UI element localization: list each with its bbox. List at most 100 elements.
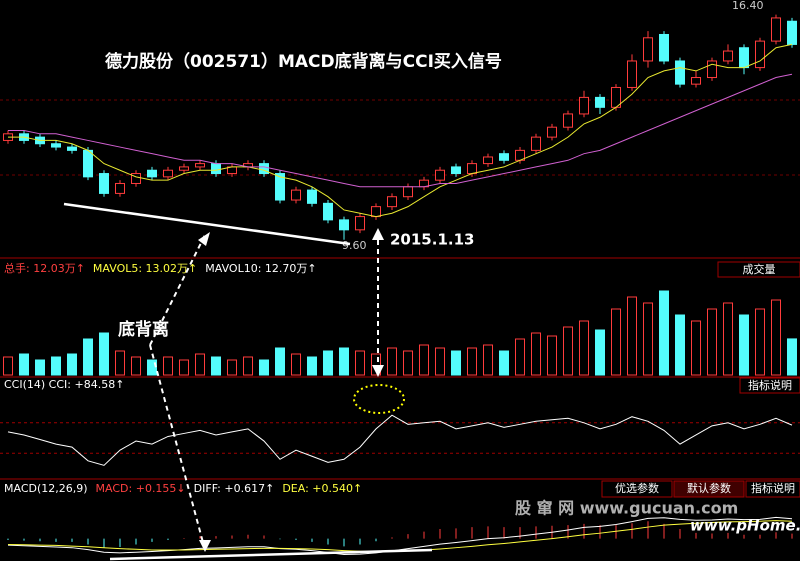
candle-body [739,47,749,69]
volume-bar [51,356,61,376]
annotation-shape [353,384,405,414]
candle-body [371,206,381,218]
volume-bar [323,350,333,376]
panel-button: 成交量 [743,262,776,276]
volume-bar [451,350,461,376]
divergence-label: 底背离 [118,319,169,340]
candle-body [675,60,685,85]
volume-bar [483,344,493,376]
annotation-shape [372,365,384,377]
panel-header: MACD: +0.155↓ [96,482,186,495]
panel-header: MAVOL10: 12.70万↑ [205,262,316,275]
volume-bar [659,290,669,376]
candle-body [467,163,477,175]
volume-bar [307,356,317,376]
volume-bar [371,353,381,376]
candle-body [691,77,701,85]
volume-bar [195,353,205,376]
volume-bar [611,308,621,376]
volume-bar [227,359,237,376]
candle-body [195,163,205,168]
volume-bar [339,347,349,376]
candle-body [563,113,573,128]
panel-header: DEA: +0.540↑ [282,482,362,495]
candle-body [147,169,157,178]
line [8,43,793,218]
date-label: 2015.1.13 [390,231,474,249]
volume-bar [275,347,285,376]
panel-frames [0,99,800,498]
candle-body [275,173,285,201]
volume-bar [627,296,637,376]
candle-body [595,96,605,108]
candle-body [83,149,93,178]
candle-body [755,40,765,69]
candle-body [643,37,653,62]
panel-header: MAVOL5: 13.02万↑ [93,262,197,275]
candle-body [323,202,333,221]
annotation-shape [109,548,433,561]
volume-bar [515,338,525,376]
volume-bar [563,326,573,376]
panel-header: CCI(14) CCI: +84.58↑ [4,378,124,391]
volume-bar [467,347,477,376]
candle-body [787,20,797,45]
panel-button: 优选参数 [615,481,659,495]
volume-bar [3,356,13,376]
candle-body [211,163,221,175]
panel-button: 指标说明 [751,481,795,495]
volume-bar [403,350,413,376]
panel-button: 默认参数 [687,481,731,495]
line [8,73,793,188]
volume-bar [259,359,269,376]
volume-bar [707,308,717,376]
candle-body [67,146,77,151]
volume-bar [643,302,653,376]
panel-button: 指标说明 [748,378,792,392]
candle-body [99,173,109,194]
volume-bar [243,356,253,376]
volume-bar [163,356,173,376]
volume-bar [99,332,109,376]
watermark: 股 窜 网 www.gucuan.com [515,499,738,518]
volume-bar [755,308,765,376]
candle-body [259,163,269,175]
candle-body [131,173,141,184]
volume-bar [739,314,749,376]
panel-header: DIFF: +0.617↑ [194,482,275,495]
candle-body [115,182,125,194]
volume-bar [291,353,301,376]
volume-bar [131,356,141,376]
candle-body [579,96,589,115]
candle-body [547,126,557,138]
candle-body [451,166,461,175]
volume-bar [547,335,557,376]
volume-bar [579,320,589,376]
candle-body [403,186,413,198]
annotation-shape [199,540,211,552]
candle-body [435,169,445,181]
candle-body [355,216,365,231]
candle-body [531,136,541,151]
volume-bar [595,329,605,376]
line [7,520,793,553]
volume-bar [419,344,429,376]
volume-bar [723,302,733,376]
candle-body [627,60,637,88]
candle-body [707,60,717,79]
volume-bar [147,359,157,376]
chart-title: 德力股份（002571）MACD底背离与CCI买入信号 [105,51,502,72]
candle-body [339,219,349,231]
volume-bar [771,299,781,376]
candle-body [291,189,301,201]
candle-body [387,196,397,208]
high-label: 16.40 [732,0,764,12]
annotation-shape [149,234,206,346]
volume-bar [355,350,365,376]
candle-body [723,50,733,62]
candle-body [499,153,509,161]
volume-bar [115,350,125,376]
volume-bar [691,320,701,376]
volume-bar [19,353,29,376]
